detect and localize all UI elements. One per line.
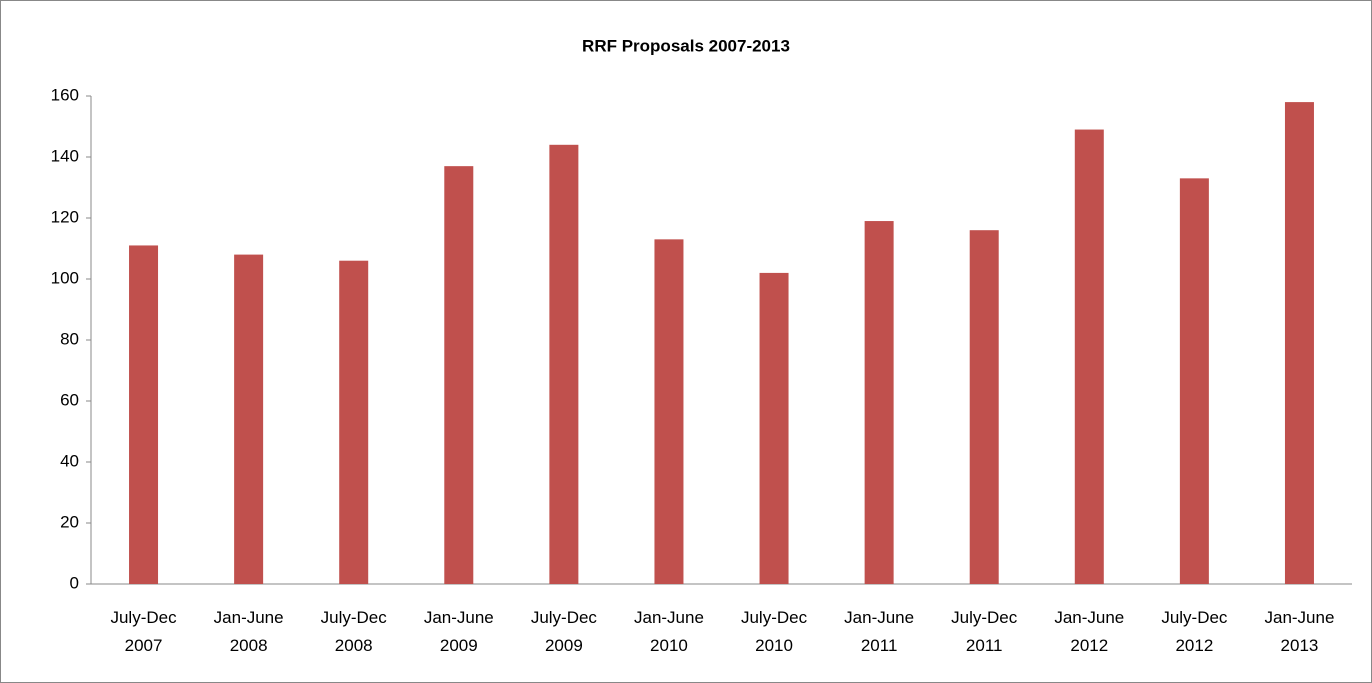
bar <box>1179 178 1209 584</box>
x-tick-label: July-Dec 2012 <box>1161 608 1228 655</box>
bar <box>654 239 684 584</box>
x-tick-label: Jan-June 2013 <box>1264 608 1335 655</box>
x-tick-label: Jan-June 2012 <box>1054 608 1125 655</box>
x-tick-label: Jan-June 2011 <box>844 608 915 655</box>
x-tick-label: July-Dec 2008 <box>320 608 387 655</box>
y-tick-label: 80 <box>60 329 79 348</box>
bar <box>339 260 369 584</box>
y-tick-label: 0 <box>70 573 79 592</box>
bar <box>969 230 999 584</box>
chart-title: RRF Proposals 2007-2013 <box>582 36 790 55</box>
bar <box>759 272 789 584</box>
y-tick-label: 40 <box>60 451 79 470</box>
y-tick-label: 120 <box>51 207 79 226</box>
x-tick-label: July-Dec 2011 <box>951 608 1018 655</box>
x-tick-label: Jan-June 2009 <box>423 608 494 655</box>
bar <box>1284 102 1314 584</box>
x-tick-label: July-Dec 2009 <box>530 608 597 655</box>
bar <box>549 144 579 585</box>
y-tick-label: 20 <box>60 512 79 531</box>
bar <box>864 221 894 585</box>
bar <box>444 166 474 584</box>
bar <box>234 254 264 584</box>
x-tick-label: Jan-June 2008 <box>213 608 284 655</box>
y-tick-label: 160 <box>51 85 79 104</box>
x-tick-label: July-Dec 2010 <box>740 608 808 655</box>
x-tick-label: July-Dec 2007 <box>110 608 177 655</box>
bar <box>129 245 159 584</box>
bar <box>1074 129 1104 585</box>
y-tick-label: 60 <box>60 390 79 409</box>
y-tick-label: 100 <box>51 268 79 287</box>
x-tick-label: Jan-June 2010 <box>633 608 704 655</box>
y-tick-label: 140 <box>51 146 79 165</box>
